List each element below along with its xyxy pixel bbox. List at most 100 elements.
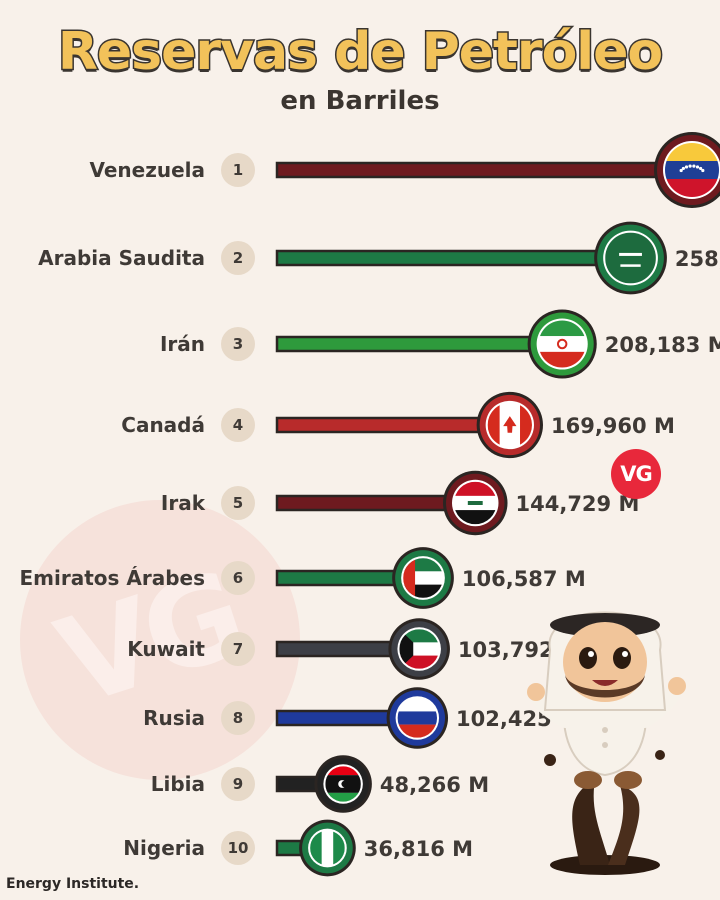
flag-band — [325, 792, 361, 802]
flag-star — [679, 168, 683, 173]
rank-number: 1 — [233, 161, 243, 179]
rank-number: 3 — [233, 335, 243, 353]
bar-row: Kuwait 7 103,792 M — [127, 618, 582, 680]
chart-subtitle: en Barriles — [280, 86, 440, 116]
rank-badge — [221, 486, 255, 520]
rank-badge — [221, 632, 255, 666]
source-note: Energy Institute. — [6, 876, 140, 892]
rank-badge — [221, 153, 255, 187]
flag-band — [538, 336, 586, 352]
flag-band — [665, 179, 719, 197]
bar-row: Irak 5 144,729 M — [161, 470, 640, 536]
flag-band — [397, 711, 438, 725]
flag-band — [333, 830, 345, 866]
value-label: 36,816 M — [364, 837, 473, 861]
bar — [275, 640, 398, 658]
flag-side-right — [520, 402, 532, 448]
iraq-flag-icon — [454, 481, 497, 525]
flag-star — [688, 164, 692, 168]
bar — [275, 709, 396, 727]
flag-star — [692, 164, 696, 168]
value-label: 106,587 M — [462, 567, 586, 591]
category-label: Rusia — [143, 706, 205, 730]
category-label: Canadá — [121, 413, 205, 437]
bar — [275, 569, 402, 587]
rank-number: 9 — [233, 775, 243, 793]
flag-band — [454, 481, 497, 496]
watermark-circle — [20, 500, 300, 780]
iran-flag-icon — [538, 320, 586, 368]
flag-side-left — [487, 402, 500, 448]
rank-badge — [221, 701, 255, 735]
flag-band — [665, 143, 719, 161]
flag-band — [665, 161, 719, 179]
flag-band — [325, 766, 361, 776]
mascot-illustration — [527, 611, 686, 875]
canada-flag-icon — [487, 402, 532, 448]
russia-flag-icon — [397, 698, 438, 738]
bar-row: Libia 9 48,266 M — [151, 755, 489, 813]
libya-flag-icon — [325, 766, 361, 802]
chart-title: Reservas de Petróleo — [56, 21, 664, 84]
rank-number: 4 — [233, 416, 243, 434]
bar-row: Arabia Saudita 2 258,083 M — [38, 221, 720, 295]
flag-star — [684, 165, 689, 169]
rank-badge — [221, 241, 255, 275]
category-label: Irak — [161, 491, 206, 515]
bar — [275, 416, 486, 434]
value-label: 144,729 M — [516, 492, 640, 516]
bar — [275, 249, 604, 267]
flag-band — [454, 510, 497, 525]
kuwait-flag-icon — [399, 629, 439, 669]
uae-flag-icon — [403, 558, 443, 598]
rank-number: 2 — [233, 249, 243, 267]
flag-hoist — [403, 558, 416, 598]
flag-star — [701, 168, 705, 173]
flag-band — [397, 698, 438, 712]
flag-star — [681, 166, 686, 171]
rank-number: 6 — [233, 569, 243, 587]
bar-row: Venezuela1302,954 M — [89, 132, 720, 208]
flag-maple-leaf — [503, 416, 517, 433]
rank-number: 5 — [233, 494, 243, 512]
category-label: Emiratos Árabes — [19, 566, 205, 590]
rank-badge — [221, 408, 255, 442]
flag-sword — [620, 264, 641, 267]
category-label: Arabia Saudita — [38, 246, 205, 270]
vg-logo: VG — [611, 449, 661, 499]
rank-badge — [221, 767, 255, 801]
rank-number: 8 — [233, 709, 243, 727]
bar-row: Canadá 4 169,960 M — [121, 391, 675, 459]
value-label: 258,083 M — [675, 247, 720, 271]
flag-star — [695, 165, 700, 169]
flag-script — [467, 501, 483, 505]
rank-number: 10 — [228, 839, 249, 857]
flag-script — [619, 252, 642, 256]
bar — [275, 335, 537, 353]
category-label: Venezuela — [89, 158, 205, 182]
category-label: Irán — [160, 332, 205, 356]
rank-number: 7 — [233, 640, 243, 658]
category-label: Libia — [151, 772, 205, 796]
rank-badge — [221, 327, 255, 361]
bar — [275, 494, 453, 512]
value-label: 208,183 M — [605, 333, 720, 357]
bar-row: Emiratos Árabes 6 106,587 M — [19, 547, 586, 609]
rank-badge — [221, 831, 255, 865]
flag-band — [538, 351, 586, 368]
flag-field — [605, 232, 656, 284]
category-label: Nigeria — [123, 836, 205, 860]
rank-badge — [221, 561, 255, 595]
flag-star — [698, 166, 703, 171]
bar — [275, 161, 664, 179]
flag-band — [538, 320, 586, 337]
flag-trapezoid — [399, 629, 414, 669]
venezuela-flag-icon — [665, 143, 719, 197]
nigeria-flag-icon — [310, 830, 345, 866]
bar-row: Nigeria 10 36,816 M — [123, 819, 473, 877]
value-label: 48,266 M — [380, 773, 489, 797]
category-label: Kuwait — [127, 637, 205, 661]
flag-emblem — [556, 338, 568, 350]
bar-row: Irán 3 208,183 M — [160, 309, 720, 379]
